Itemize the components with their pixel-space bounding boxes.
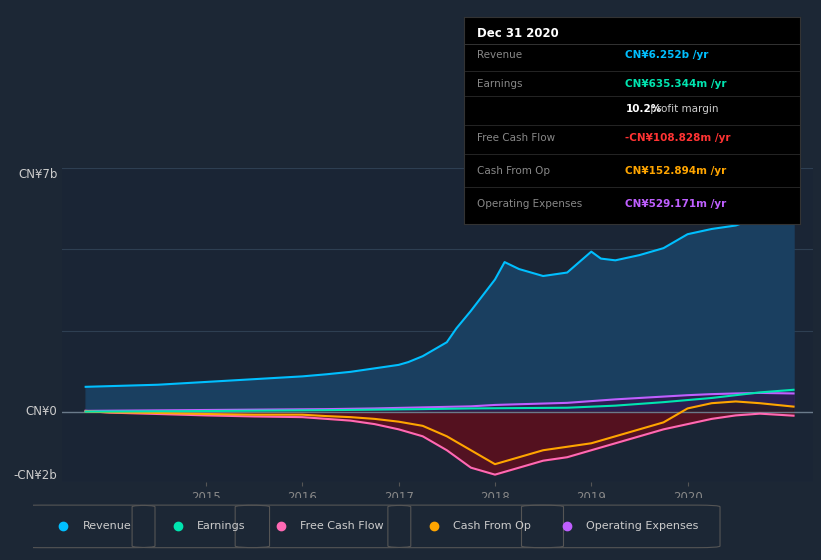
Text: Dec 31 2020: Dec 31 2020	[477, 27, 559, 40]
Text: Operating Expenses: Operating Expenses	[586, 521, 699, 531]
Text: -CN¥108.828m /yr: -CN¥108.828m /yr	[626, 133, 731, 143]
Text: 10.2%: 10.2%	[626, 104, 662, 114]
Text: Earnings: Earnings	[477, 79, 523, 89]
Text: Revenue: Revenue	[82, 521, 131, 531]
Text: CN¥529.171m /yr: CN¥529.171m /yr	[626, 199, 727, 209]
Text: CN¥7b: CN¥7b	[18, 168, 57, 181]
Text: CN¥635.344m /yr: CN¥635.344m /yr	[626, 79, 727, 89]
Text: CN¥152.894m /yr: CN¥152.894m /yr	[626, 166, 727, 176]
Text: Operating Expenses: Operating Expenses	[477, 199, 583, 209]
Text: Free Cash Flow: Free Cash Flow	[300, 521, 383, 531]
Text: Revenue: Revenue	[477, 50, 522, 60]
Text: CN¥0: CN¥0	[25, 405, 57, 418]
Text: Earnings: Earnings	[197, 521, 245, 531]
Text: Free Cash Flow: Free Cash Flow	[477, 133, 556, 143]
Text: profit margin: profit margin	[647, 104, 719, 114]
Text: Cash From Op: Cash From Op	[477, 166, 550, 176]
Text: CN¥6.252b /yr: CN¥6.252b /yr	[626, 50, 709, 60]
Text: -CN¥2b: -CN¥2b	[14, 469, 57, 482]
Text: Cash From Op: Cash From Op	[453, 521, 530, 531]
